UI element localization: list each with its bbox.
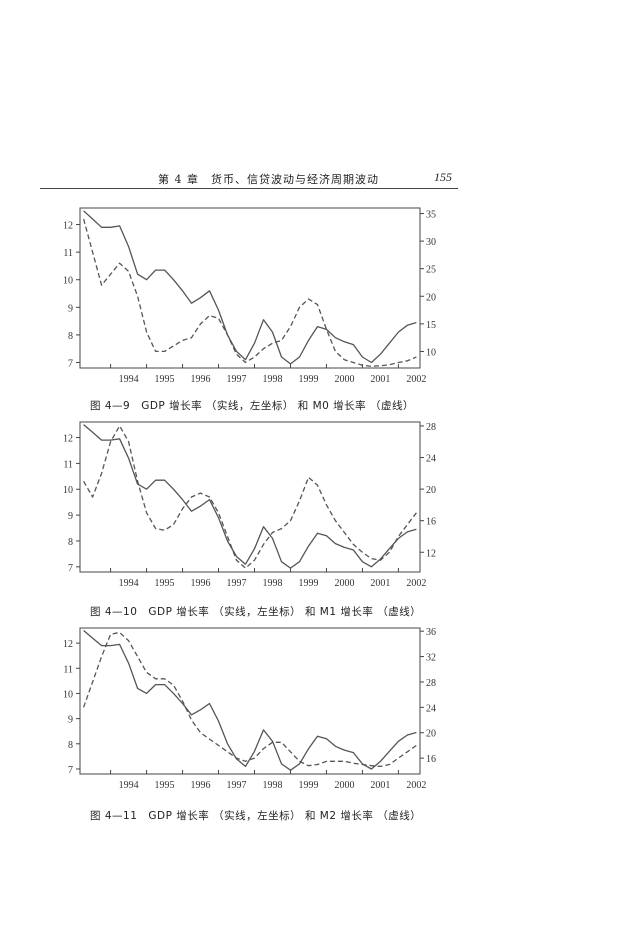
left-tick-label: 9 xyxy=(68,303,73,314)
left-tick-label: 12 xyxy=(63,639,73,650)
left-tick-label: 7 xyxy=(68,765,73,776)
x-tick-label: 2001 xyxy=(370,374,390,385)
x-tick-label: 1994 xyxy=(119,578,139,589)
caption-4-11: 图 4—11 GDP 增长率 （实线，左坐标） 和 M2 增长率 （虚线） xyxy=(90,810,422,822)
right-tick-label: 12 xyxy=(426,548,436,559)
x-tick-label: 1995 xyxy=(155,578,175,589)
left-tick-label: 9 xyxy=(68,715,73,726)
x-tick-label: 2000 xyxy=(334,780,354,791)
x-tick-label: 1994 xyxy=(119,780,139,791)
plot-frame xyxy=(79,207,421,369)
left-tick-label: 11 xyxy=(63,459,73,470)
right-tick-label: 24 xyxy=(426,703,436,714)
chart-4-11-svg: 7 8 9 10 11 12 16 20 24 28 32 36 1994 1995 1996 1997 199… xyxy=(63,627,436,791)
x-tick-label: 1997 xyxy=(227,780,247,791)
chart-4-9-svg: 7 8 9 10 11 12 10 15 20 25 30 35 1994 1995 1996 1997 199… xyxy=(63,207,436,385)
x-tick-label: 2000 xyxy=(334,578,354,589)
right-tick-label: 15 xyxy=(426,320,436,331)
left-tick-label: 8 xyxy=(68,740,73,751)
chart-4-11: 7 8 9 10 11 12 16 20 24 28 32 36 1994 1995 1996 1997 199… xyxy=(40,622,440,794)
left-tick-label: 7 xyxy=(68,563,73,574)
x-tick-label: 1996 xyxy=(191,374,211,385)
solid-series-line xyxy=(83,210,417,365)
solid-series-line xyxy=(83,424,417,569)
left-tick-label: 11 xyxy=(63,664,73,675)
caption-4-10: 图 4—10 GDP 增长率 （实线，左坐标） 和 M1 增长率 （虚线） xyxy=(90,606,422,618)
left-tick-label: 10 xyxy=(63,485,73,496)
solid-series-line xyxy=(83,630,417,771)
x-tick-label: 1997 xyxy=(227,374,247,385)
left-tick-label: 8 xyxy=(68,537,73,548)
x-tick-label: 1999 xyxy=(298,780,318,791)
right-tick-label: 36 xyxy=(426,627,436,638)
x-tick-label: 1996 xyxy=(191,578,211,589)
x-tick-label: 1996 xyxy=(191,780,211,791)
right-tick-label: 16 xyxy=(426,517,436,528)
x-tick-label: 1998 xyxy=(262,780,282,791)
x-tick-label: 2001 xyxy=(370,780,390,791)
chart-4-10-svg: 7 8 9 10 11 12 12 16 20 24 28 1994 1995 1996 1997 1998 1… xyxy=(63,421,436,589)
dashed-series-line xyxy=(82,218,417,367)
right-tick-label: 32 xyxy=(426,653,436,664)
chapter-title: 第 4 章 货币、信贷波动与经济周期波动 xyxy=(158,173,379,186)
x-tick-label: 2001 xyxy=(370,578,390,589)
right-tick-label: 28 xyxy=(426,422,436,433)
x-tick-label: 1999 xyxy=(298,374,318,385)
left-tick-label: 9 xyxy=(68,511,73,522)
x-tick-label: 2002 xyxy=(406,780,426,791)
x-tick-label: 1998 xyxy=(262,374,282,385)
left-tick-label: 12 xyxy=(63,434,73,445)
chart-4-10: 7 8 9 10 11 12 12 16 20 24 28 1994 1995 1996 1997 1998 1… xyxy=(40,416,440,592)
right-tick-label: 35 xyxy=(426,210,436,221)
left-tick-label: 10 xyxy=(63,276,73,287)
left-tick-label: 10 xyxy=(63,689,73,700)
x-tick-label: 1994 xyxy=(119,374,139,385)
x-tick-label: 1998 xyxy=(262,578,282,589)
x-tick-label: 1995 xyxy=(155,374,175,385)
left-tick-label: 8 xyxy=(68,331,73,342)
left-tick-label: 12 xyxy=(63,221,73,232)
right-tick-label: 25 xyxy=(426,265,436,276)
right-tick-label: 24 xyxy=(426,454,436,465)
right-tick-label: 16 xyxy=(426,754,436,765)
right-tick-label: 30 xyxy=(426,237,436,248)
x-tick-label: 1999 xyxy=(298,578,318,589)
dashed-series-line xyxy=(82,631,417,768)
page-number: 155 xyxy=(434,170,452,184)
dashed-series-line xyxy=(83,425,417,569)
x-tick-label: 2002 xyxy=(406,374,426,385)
caption-4-9: 图 4—9 GDP 增长率 （实线，左坐标） 和 M0 增长率 （虚线） xyxy=(90,400,415,412)
chart-4-9: 7 8 9 10 11 12 10 15 20 25 30 35 1994 1995 1996 1997 199… xyxy=(40,202,440,388)
left-tick-label: 7 xyxy=(68,358,73,369)
x-tick-label: 1995 xyxy=(155,780,175,791)
x-tick-label: 2002 xyxy=(406,578,426,589)
plot-frame xyxy=(79,421,421,573)
page-header: 第 4 章 货币、信贷波动与经济周期波动 155 xyxy=(40,168,458,189)
plot-frame xyxy=(79,627,421,775)
right-tick-label: 20 xyxy=(426,292,436,303)
right-tick-label: 20 xyxy=(426,485,436,496)
x-tick-label: 1997 xyxy=(227,578,247,589)
right-tick-label: 10 xyxy=(426,347,436,358)
left-tick-label: 11 xyxy=(63,248,73,259)
right-tick-label: 28 xyxy=(426,678,436,689)
x-tick-label: 2000 xyxy=(334,374,354,385)
right-tick-label: 20 xyxy=(426,729,436,740)
